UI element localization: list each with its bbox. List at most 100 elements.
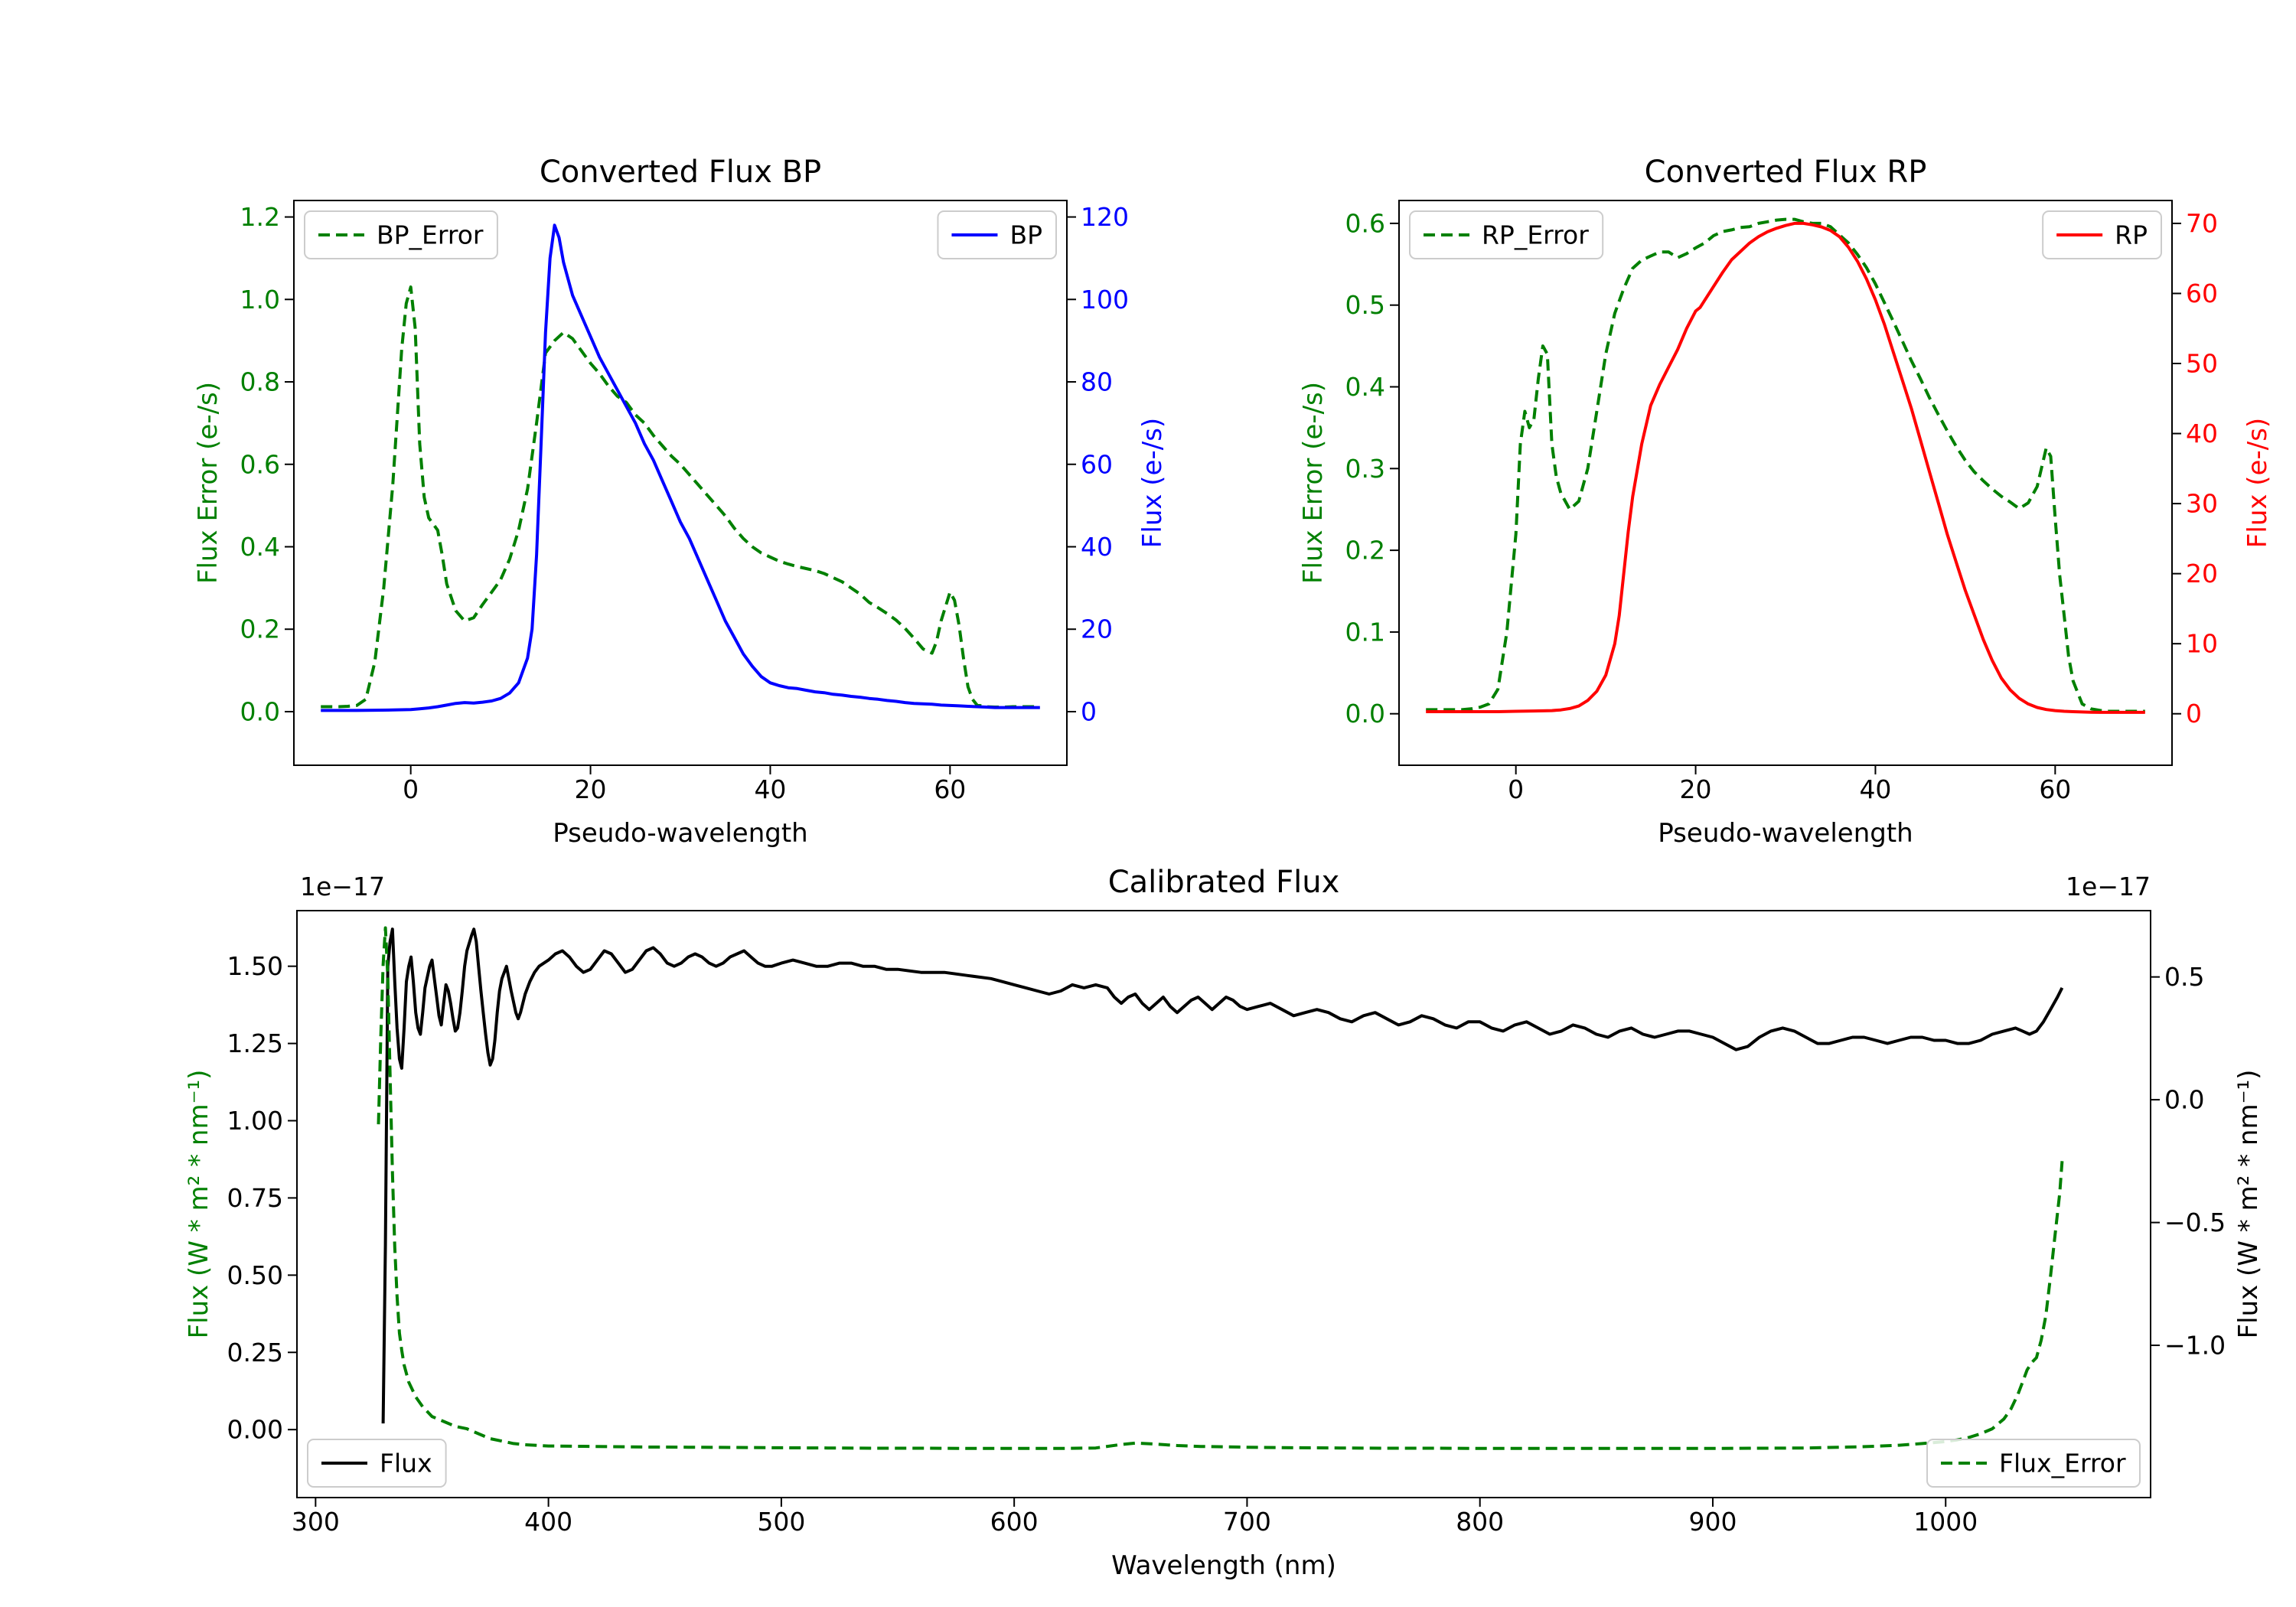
- chart-title-rp: Converted Flux RP: [1645, 155, 1927, 190]
- x-tick-label: 900: [1688, 1507, 1737, 1537]
- y-left-tick-label: 1.00: [227, 1106, 283, 1136]
- x-tick-label: 20: [1680, 774, 1712, 804]
- y-left-tick-label: 1.50: [227, 951, 283, 981]
- series-line-bp_error: [321, 285, 1040, 709]
- y-left-tick-label: 0.3: [1345, 454, 1385, 484]
- y-left-tick-label: 1.25: [227, 1028, 283, 1058]
- x-axis-label: Pseudo-wavelength: [1658, 818, 1913, 849]
- x-tick-label: 300: [292, 1507, 340, 1537]
- y-left-tick-label: 0.25: [227, 1338, 283, 1367]
- y-left-tick-label: 0.8: [240, 367, 280, 397]
- subplot-rp: 0 20 40 60 0.0 0.1 0.2 0.3 0.4 0.5 0.6 0 10 20 30 40 50 6…: [1298, 155, 2273, 849]
- y-right-tick-label: 20: [1081, 614, 1113, 644]
- y-left-axis-label: Flux Error (e-/s): [1298, 382, 1329, 584]
- y-right-tick-label: 0: [1081, 696, 1097, 726]
- y-right-tick-label: 80: [1081, 367, 1113, 397]
- y-left-tick-label: 0.0: [1345, 699, 1385, 729]
- legend-rp: RP: [2042, 210, 2162, 259]
- y-left-tick-label: 0.4: [1345, 372, 1385, 402]
- y-left-offset-text: 1e−17: [300, 872, 385, 901]
- x-tick-label: 0: [1508, 774, 1524, 804]
- legend-label: Flux_Error: [1999, 1449, 2126, 1478]
- y-left-tick-label: 0.00: [227, 1415, 283, 1445]
- series-line-rp: [1426, 221, 2145, 714]
- y-right-tick-label: 20: [2186, 559, 2218, 588]
- y-right-tick-label: 40: [1081, 532, 1113, 562]
- x-tick-label: 400: [524, 1507, 572, 1537]
- x-tick-label: 40: [754, 774, 786, 804]
- y-left-tick-label: 0.0: [240, 696, 280, 726]
- y-right-tick-label: 120: [1081, 202, 1129, 232]
- subplot-cal: 300 400 500 600 700 800 900 1000 0.00 0.25 0.50 0.7…: [184, 865, 2264, 1581]
- y-left-tick-label: 0.6: [1345, 208, 1385, 238]
- y-right-tick-label: 70: [2186, 208, 2218, 238]
- y-right-axis-label: Flux (e-/s): [2242, 418, 2273, 548]
- y-left-tick-label: 0.2: [1345, 536, 1385, 566]
- y-left-axis-label: Flux (W * m² * nm⁻¹): [184, 1070, 214, 1339]
- x-tick-label: 500: [757, 1507, 805, 1537]
- axes-spines: [296, 910, 2151, 1498]
- y-right-tick-label: −1.0: [2164, 1331, 2226, 1361]
- chart-title-bp: Converted Flux BP: [540, 155, 821, 190]
- y-right-tick-label: 60: [1081, 449, 1113, 479]
- legend-flux: Flux: [307, 1439, 447, 1488]
- legend-frame: [304, 210, 498, 259]
- y-left-tick-label: 1.0: [240, 285, 280, 315]
- legend-bp: BP: [937, 210, 1057, 259]
- y-right-offset-text: 1e−17: [2066, 872, 2151, 901]
- axes-spines: [293, 200, 1068, 766]
- legend-label: RP: [2115, 220, 2148, 250]
- x-tick-label: 600: [990, 1507, 1039, 1537]
- x-tick-label: 0: [403, 774, 419, 804]
- legend-frame: [1926, 1439, 2141, 1488]
- legend-label: RP_Error: [1482, 220, 1589, 250]
- y-right-tick-label: 40: [2186, 419, 2218, 448]
- x-tick-label: 20: [575, 774, 607, 804]
- legend-label: BP_Error: [377, 220, 484, 250]
- legend-rp_error: RP_Error: [1409, 210, 1604, 259]
- y-right-axis-label: Flux (e-/s): [1137, 418, 1168, 548]
- x-tick-label: 700: [1223, 1507, 1271, 1537]
- legend-flux_error: Flux_Error: [1926, 1439, 2141, 1488]
- x-tick-label: 60: [2039, 774, 2071, 804]
- y-right-tick-label: −0.5: [2164, 1208, 2226, 1237]
- y-left-axis-label: Flux Error (e-/s): [193, 382, 223, 584]
- legend-label: BP: [1009, 220, 1042, 250]
- series-line-bp: [321, 223, 1040, 712]
- y-left-tick-label: 0.75: [227, 1183, 283, 1213]
- x-axis-label: Wavelength (nm): [1111, 1550, 1336, 1581]
- y-right-tick-label: 10: [2186, 629, 2218, 659]
- legend-label: Flux: [380, 1449, 432, 1478]
- legend-frame: [1409, 210, 1604, 259]
- x-tick-label: 40: [1859, 774, 1891, 804]
- y-right-tick-label: 30: [2186, 489, 2218, 519]
- axes-spines: [1398, 200, 2173, 766]
- x-tick-label: 800: [1456, 1507, 1504, 1537]
- subplot-bp: 0 20 40 60 0.0 0.2 0.4 0.6 0.8 1.0 1.2 0 20 40 60 80 100…: [193, 155, 1168, 849]
- chart-title-cal: Calibrated Flux: [1108, 865, 1340, 900]
- series-line-flux: [381, 927, 2064, 1424]
- y-left-tick-label: 1.2: [240, 202, 280, 232]
- y-right-tick-label: 0.0: [2164, 1085, 2204, 1115]
- y-left-tick-label: 0.6: [240, 449, 280, 479]
- series-line-rp_error: [1426, 217, 2145, 713]
- y-left-tick-label: 0.2: [240, 614, 280, 644]
- y-right-tick-label: 0.5: [2164, 962, 2204, 992]
- y-right-axis-label: Flux (W * m² * nm⁻¹): [2233, 1070, 2264, 1339]
- y-left-tick-label: 0.4: [240, 532, 280, 562]
- y-right-tick-label: 60: [2186, 279, 2218, 308]
- y-right-tick-label: 50: [2186, 349, 2218, 379]
- legend-bp_error: BP_Error: [304, 210, 498, 259]
- y-right-tick-label: 0: [2186, 699, 2202, 729]
- x-tick-label: 60: [934, 774, 966, 804]
- y-left-tick-label: 0.5: [1345, 290, 1385, 320]
- series-line-flux_error: [377, 926, 2064, 1450]
- x-tick-label: 1000: [1913, 1507, 1978, 1537]
- x-axis-label: Pseudo-wavelength: [553, 818, 807, 849]
- legend-frame: [307, 1439, 447, 1488]
- y-left-tick-label: 0.50: [227, 1260, 283, 1290]
- y-left-tick-label: 0.1: [1345, 617, 1385, 647]
- y-right-tick-label: 100: [1081, 285, 1129, 315]
